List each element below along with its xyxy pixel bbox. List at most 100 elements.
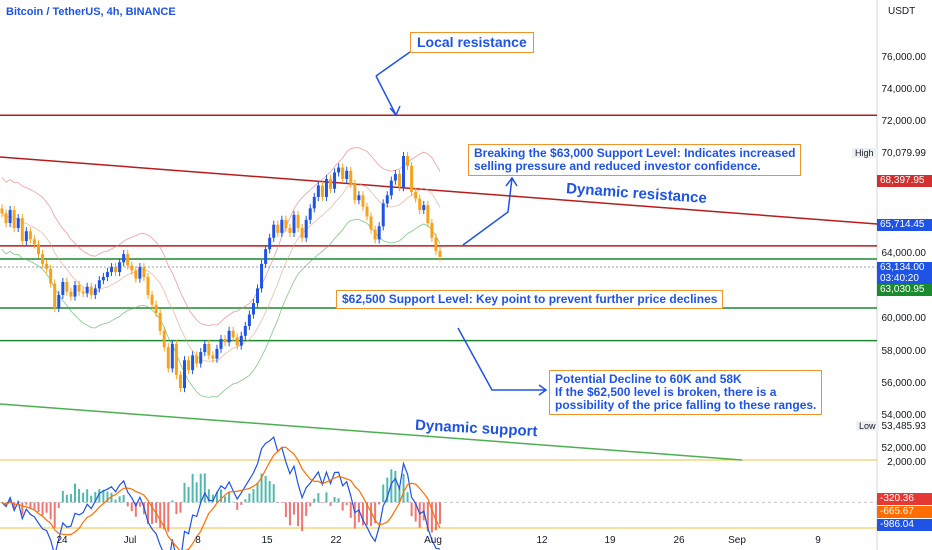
candle-body <box>284 219 288 228</box>
macd-tag-red: -320.36 <box>877 493 932 505</box>
macd-histogram-bar <box>240 502 243 505</box>
macd-histogram-bar <box>57 502 60 508</box>
currency-label[interactable]: USDT <box>888 6 916 17</box>
macd-histogram-bar <box>98 488 101 503</box>
candle-body <box>377 226 381 240</box>
price-tick: 58,000.00 <box>881 346 927 357</box>
bollinger-lower <box>1 219 441 398</box>
macd-histogram-bar <box>90 495 93 503</box>
support-62500-callout: $62,500 Support Level: Key point to prev… <box>336 290 724 309</box>
macd-histogram-bar <box>183 482 186 503</box>
x-tick: 26 <box>673 535 685 546</box>
symbol-title[interactable]: Bitcoin / TetherUS, 4h, BINANCE <box>6 6 176 18</box>
macd-histogram-bar <box>252 489 255 503</box>
candle-body <box>227 330 231 343</box>
candle-body <box>183 360 186 389</box>
candle-body <box>142 267 146 277</box>
macd-histogram-bar <box>175 502 178 515</box>
macd-histogram-bar <box>138 502 141 507</box>
macd-histogram-bar <box>390 469 393 503</box>
candle-body <box>264 249 268 264</box>
candle-body <box>49 268 53 284</box>
candle-body <box>361 195 365 207</box>
macd-histogram-bar <box>65 494 68 503</box>
x-tick: Sep <box>728 535 746 546</box>
candle-body <box>130 265 134 271</box>
macd-histogram-bar <box>211 494 214 503</box>
macd-histogram-bar <box>293 502 295 515</box>
price-tick: 54,000.00 <box>881 410 927 421</box>
price-tick: 64,000.00 <box>881 248 927 259</box>
candle-body <box>93 288 97 295</box>
macd-histogram-bar <box>280 502 283 503</box>
candle-body <box>150 294 154 305</box>
macd-histogram-bar <box>268 480 271 503</box>
macd-histogram-bar <box>203 473 206 503</box>
candle-body <box>231 330 235 338</box>
macd-histogram-bar <box>386 477 389 503</box>
candle-body <box>251 303 255 315</box>
macd-histogram-bar <box>13 502 16 509</box>
macd-histogram-bar <box>199 473 202 503</box>
candle-body <box>191 355 195 371</box>
macd-histogram-bar <box>333 496 336 503</box>
macd-histogram-bar <box>37 502 40 512</box>
macd-histogram-bar <box>374 502 377 524</box>
candle-body <box>4 213 8 224</box>
candle-body <box>324 178 328 197</box>
arrow-local-resistance-top <box>375 51 411 77</box>
macd-histogram-bar <box>430 502 433 533</box>
candle-body <box>178 374 182 389</box>
candle-body <box>170 343 174 369</box>
candle-body <box>373 229 377 240</box>
macd-histogram-bar <box>236 502 239 510</box>
macd-histogram-bar <box>110 492 113 503</box>
candle-body <box>41 254 45 264</box>
macd-histogram-bar <box>418 502 421 528</box>
arrow-local-resistance <box>375 75 397 116</box>
candle-body <box>199 352 203 364</box>
candle-body <box>430 223 434 238</box>
candle-body <box>215 348 219 359</box>
candle-body <box>122 254 126 263</box>
candle-body <box>389 180 393 196</box>
arrow-breaking <box>462 177 513 246</box>
candle-body <box>239 335 243 346</box>
candle-body <box>69 291 73 297</box>
candle-body <box>385 195 389 204</box>
macd-histogram-bar <box>361 502 364 526</box>
candle-body <box>105 272 109 277</box>
candle-body <box>28 231 32 240</box>
candle-body <box>243 325 247 336</box>
candle-body <box>406 156 410 166</box>
macd-histogram-bar <box>406 492 409 503</box>
price-tick: 74,000.00 <box>881 84 927 95</box>
macd-histogram-bar <box>171 500 174 503</box>
candle-body <box>158 312 162 331</box>
candle-body <box>402 156 405 188</box>
candle-body <box>146 276 150 295</box>
candle-body <box>174 343 178 375</box>
price-tag-blue: 65,714.45 <box>877 219 932 231</box>
candle-body <box>138 267 142 279</box>
candle-body <box>195 355 199 364</box>
macd-histogram-bar <box>284 502 287 518</box>
macd-histogram-bar <box>313 498 316 503</box>
candle-body <box>8 210 12 224</box>
price-tick: 60,000.00 <box>881 313 927 324</box>
macd-histogram-bar <box>370 502 373 527</box>
candle-body <box>77 285 81 292</box>
macd-histogram-bar <box>151 502 154 525</box>
macd-histogram-bar <box>402 473 405 503</box>
candle-body <box>365 206 369 217</box>
candle-body <box>381 203 385 227</box>
dynamic-support-line <box>0 403 743 461</box>
macd-histogram-bar <box>134 502 137 517</box>
candle-body <box>418 198 422 210</box>
candle-body <box>166 347 170 369</box>
candle-body <box>300 227 304 238</box>
macd-histogram-bar <box>357 502 360 523</box>
macd-histogram-bar <box>191 473 194 503</box>
macd-histogram-bar <box>410 502 413 517</box>
